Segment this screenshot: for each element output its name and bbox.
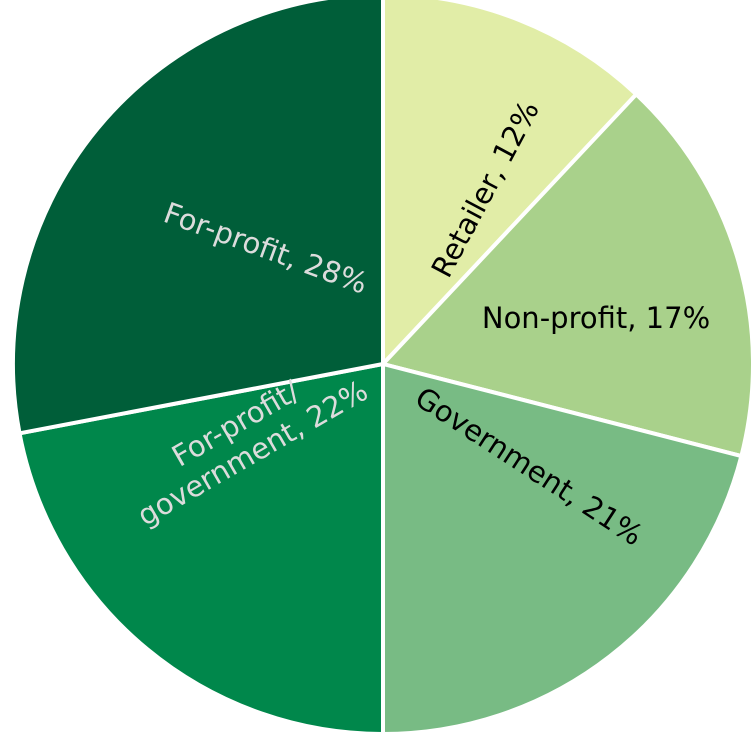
pie-slice xyxy=(381,362,744,736)
pie-slice xyxy=(381,92,754,459)
slice-label: Non-profit, 17% xyxy=(482,301,710,335)
pie-slice xyxy=(11,0,385,436)
pie-slice xyxy=(17,362,385,736)
pie-slice xyxy=(381,0,639,366)
slice-label-line: Non-profit, 17% xyxy=(482,301,710,335)
